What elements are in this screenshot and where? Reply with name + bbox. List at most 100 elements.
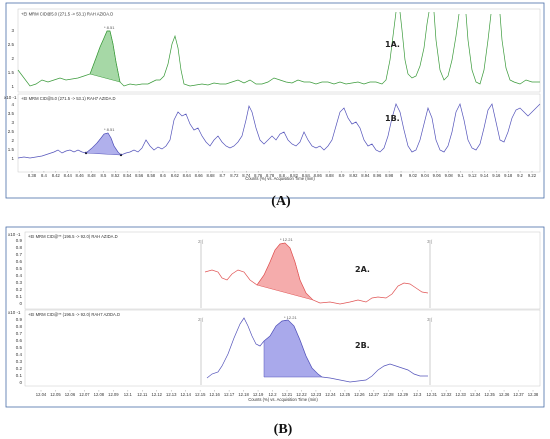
x-tick-label: 9.06 bbox=[433, 173, 442, 178]
marker-label-right-2a: 3 ( bbox=[427, 239, 433, 244]
x-tick-label: 12.07 bbox=[79, 392, 90, 397]
marker-label-left-2a: 2 ( bbox=[198, 239, 204, 244]
y-tick: 1.5 bbox=[8, 147, 15, 152]
x-tick-label: 9.04 bbox=[421, 173, 430, 178]
x-tick-label: 12.19 bbox=[253, 392, 264, 397]
figure-b: +EI MRM CID@** (196.5 -> 92.0) RAH AZIDA… bbox=[5, 226, 545, 408]
x-tick-label: 8.58 bbox=[147, 173, 156, 178]
x-tick-label: 8.72 bbox=[230, 173, 239, 178]
x-tick-label: 8.64 bbox=[183, 173, 192, 178]
trace-2a bbox=[204, 242, 429, 305]
x-tick-label: 8.88 bbox=[326, 173, 335, 178]
x-tick-label: 8.98 bbox=[385, 173, 394, 178]
y-tick: 0.2 bbox=[16, 287, 23, 292]
y-tick: 0.5 bbox=[16, 266, 23, 271]
x-tick-label: 12.08 bbox=[94, 392, 105, 397]
panel-1b-exponent: x10 -1 bbox=[4, 95, 17, 100]
y-tick: 0 bbox=[19, 301, 22, 306]
x-tick-label: 8.48 bbox=[87, 173, 96, 178]
x-tick-label: 8.82 bbox=[290, 173, 299, 178]
panel-1b-yticks: 1 1.5 2 2.5 3 3.5 4 bbox=[8, 102, 15, 161]
panel-2b: +EI MRM CID@** (196.5 -> 92.0) RAH7 AZID… bbox=[8, 309, 541, 387]
x-tick-label: 8.92 bbox=[349, 173, 358, 178]
panel-2a-exponent: x10 -1 bbox=[8, 232, 21, 237]
x-tick-label: 12.32 bbox=[441, 392, 452, 397]
y-tick: 0.2 bbox=[16, 366, 23, 371]
y-tick: 0.4 bbox=[16, 352, 23, 357]
panel-1a-header: +EI MRM CID@5.0 (271.5 -> 53.1) RAH AZID… bbox=[21, 12, 113, 17]
x-tick-label: 8.78 bbox=[266, 173, 275, 178]
x-tick-label: 8.5 bbox=[101, 173, 107, 178]
x-tick-label: 9.12 bbox=[468, 173, 477, 178]
x-axis-title-a: Counts (%) vs. Acquisition Time (min) bbox=[245, 176, 315, 181]
x-tick-label: 8.54 bbox=[123, 173, 132, 178]
trace-2b bbox=[206, 317, 428, 383]
x-tick-label: 12.13 bbox=[166, 392, 177, 397]
x-tick-label: 12.2 bbox=[268, 392, 277, 397]
panel-2a-header: +EI MRM CID@** (196.5 -> 92.0) RAH AZIDA… bbox=[28, 234, 118, 239]
figure-caption-b: (B) bbox=[274, 422, 293, 437]
x-tick-label: 12.12 bbox=[152, 392, 163, 397]
x-tick-label: 8.84 bbox=[302, 173, 311, 178]
panel-label-1b: 1B. bbox=[385, 114, 400, 123]
x-tick-label: 8.6 bbox=[160, 173, 166, 178]
x-tick-label: 8.94 bbox=[361, 173, 370, 178]
x-tick-label: 12.29 bbox=[398, 392, 409, 397]
y-tick: 2 bbox=[11, 138, 14, 143]
y-tick: 0.3 bbox=[16, 280, 23, 285]
x-tick-label: 12.3 bbox=[413, 392, 422, 397]
x-axis-ticks-a: 8.38 8.4 8.42 8.44 8.46 8.48 8.5 8.52 8.54 8.56 8.… bbox=[28, 171, 537, 178]
x-tick-label: 12.38 bbox=[528, 392, 539, 397]
y-tick: 0 bbox=[19, 380, 22, 385]
panel-label-2b: 2B. bbox=[355, 341, 370, 350]
panel-1b-header: +EI MRM CID@5.0 (271.5 -> 53.1) RAH7 AZI… bbox=[21, 96, 116, 101]
y-tick: 1 bbox=[11, 84, 14, 89]
panel-2b-exponent: x10 -1 bbox=[8, 310, 21, 315]
x-tick-label: 8.96 bbox=[373, 173, 382, 178]
y-tick: 0.4 bbox=[16, 273, 23, 278]
x-tick-label: 12.23 bbox=[311, 392, 322, 397]
y-tick: 0.3 bbox=[16, 359, 23, 364]
panel-label-1a: 1A. bbox=[385, 40, 400, 49]
x-tick-label: 12.31 bbox=[426, 392, 437, 397]
x-tick-label: 8.4 bbox=[41, 173, 47, 178]
trace-1b bbox=[17, 102, 541, 159]
y-tick: 0.6 bbox=[16, 259, 23, 264]
x-tick-label: 8.52 bbox=[111, 173, 120, 178]
x-tick-label: 12.09 bbox=[108, 392, 119, 397]
x-tick-label: 12.11 bbox=[137, 392, 148, 397]
x-tick-label: 12.37 bbox=[513, 392, 524, 397]
x-tick-label: 8.76 bbox=[254, 173, 263, 178]
y-tick: 0.6 bbox=[16, 338, 23, 343]
panel-1a-yticks: 1 1.5 2 2.5 3 bbox=[8, 28, 15, 89]
x-tick-label: 8.62 bbox=[171, 173, 180, 178]
x-tick-label: 12.34 bbox=[470, 392, 481, 397]
y-tick: 2.5 bbox=[8, 42, 15, 47]
panel-2b-header: +EI MRM CID@** (196.5 -> 92.0) RAH7 AZID… bbox=[28, 312, 120, 317]
y-tick: 0.1 bbox=[16, 294, 23, 299]
x-tick-label: 9.18 bbox=[504, 173, 513, 178]
x-tick-label: 12.27 bbox=[369, 392, 380, 397]
x-tick-label: 9.16 bbox=[492, 173, 501, 178]
panel-1a: +EI MRM CID@5.0 (271.5 -> 53.1) RAH AZID… bbox=[8, 8, 541, 93]
y-tick: 0.9 bbox=[16, 238, 23, 243]
panel-1b: +EI MRM CID@5.0 (271.5 -> 53.1) RAH7 AZI… bbox=[4, 93, 541, 173]
x-tick-label: 9.14 bbox=[480, 173, 489, 178]
y-tick: 2.5 bbox=[8, 129, 15, 134]
marker-label-right-2b: 3 ( bbox=[427, 317, 433, 322]
y-tick: 4 bbox=[11, 102, 14, 107]
peak-label-2b: * 12.21 bbox=[284, 315, 297, 320]
x-tick-label: 8.9 bbox=[339, 173, 345, 178]
peak-label-1a: * 8.51 bbox=[104, 25, 115, 30]
peak-label-1b: * 8.51 bbox=[104, 127, 115, 132]
y-tick: 0.9 bbox=[16, 317, 23, 322]
peak-label-2a: * 12.21 bbox=[280, 237, 293, 242]
x-tick-label: 12.21 bbox=[282, 392, 293, 397]
y-tick: 3.5 bbox=[8, 111, 15, 116]
trace-1a bbox=[17, 11, 540, 87]
x-tick-label: 12.18 bbox=[238, 392, 249, 397]
x-tick-label: 8.56 bbox=[135, 173, 144, 178]
x-tick-label: 12.25 bbox=[340, 392, 351, 397]
y-tick: 2 bbox=[11, 56, 14, 61]
